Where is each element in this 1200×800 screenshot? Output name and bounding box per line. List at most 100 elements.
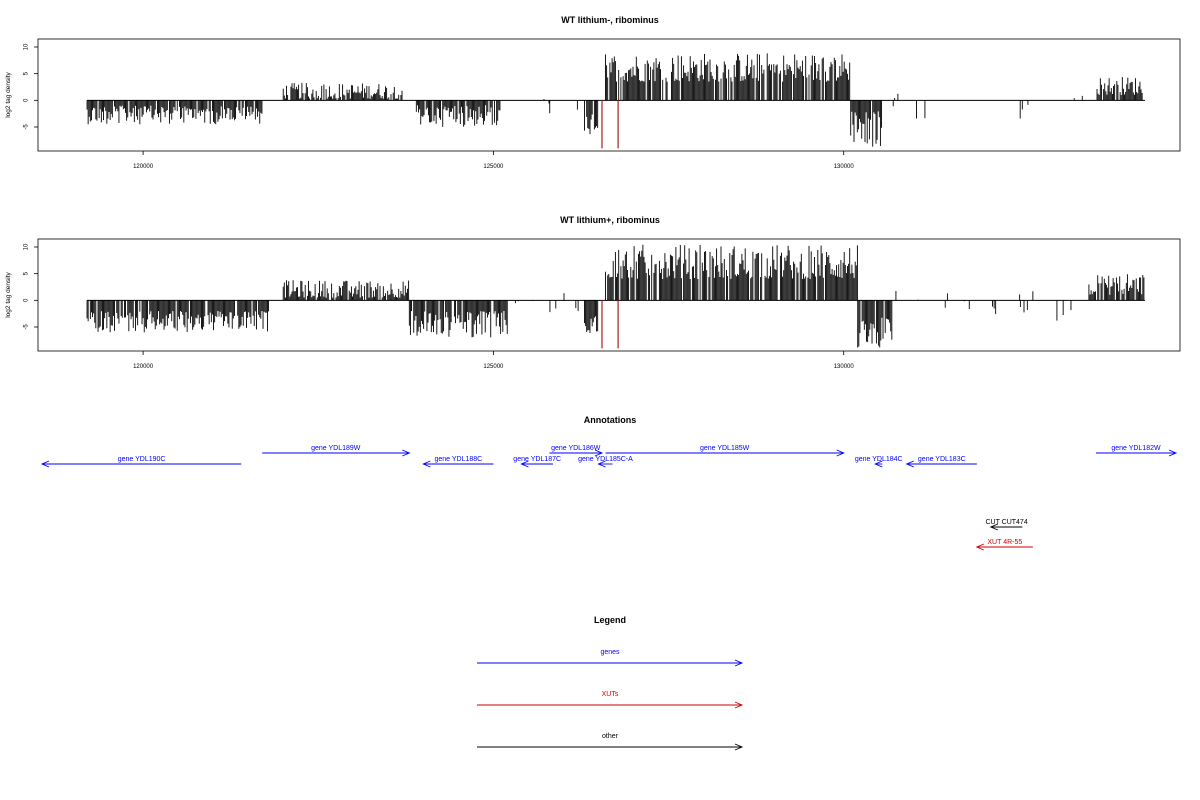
density-segment (282, 280, 410, 301)
legend-item: XUTs (477, 691, 744, 709)
feature-label: gene YDL189W (311, 445, 361, 452)
track-2-highlights (601, 300, 619, 349)
feature-label: gene YDL185C-A (578, 456, 633, 463)
feature-label: gene YDL184C (855, 456, 903, 463)
legend-arrowhead (734, 743, 744, 751)
annotation-feature: gene YDL187C (513, 456, 561, 468)
density-segment (850, 100, 882, 147)
y-tick-label: -5 (24, 124, 30, 130)
sparse-segment (895, 291, 1082, 321)
density-segment (605, 244, 858, 301)
track-2-y-axis: -5 0 5 10 (24, 243, 38, 330)
feature-arrowhead (874, 460, 883, 468)
x-tick-label: 130000 (834, 364, 855, 370)
density-segment (86, 100, 263, 125)
annotation-feature: gene YDL188C (422, 456, 494, 468)
feature-arrowhead (40, 460, 50, 468)
density-segment (408, 300, 508, 338)
feature-label: XUT 4R-55 (987, 539, 1022, 546)
sparse-segment (514, 293, 579, 313)
feature-arrowhead (836, 449, 845, 457)
feature-arrowhead (975, 543, 984, 551)
x-tick-label: 130000 (834, 164, 855, 170)
legend-label: genes (600, 649, 620, 656)
feature-label: gene YDL190C (118, 456, 166, 463)
feature-arrowhead (520, 460, 529, 468)
annotation-feature: gene YDL190C (40, 456, 242, 468)
annotation-feature: gene YDL183C (905, 456, 977, 468)
track-1-title: WT lithium-, ribominus (561, 15, 659, 25)
y-tick-label: 5 (24, 271, 30, 275)
track-2-x-axis: 120000 125000 130000 (133, 351, 854, 370)
y-tick-label: 5 (24, 71, 30, 75)
feature-label: gene YDL185W (700, 445, 750, 452)
annotation-feature: gene YDL184C (855, 456, 903, 468)
feature-arrowhead (905, 460, 914, 468)
density-segment (1088, 274, 1145, 301)
feature-label: gene YDL186W (551, 445, 601, 452)
feature-label: gene YDL188C (434, 456, 482, 463)
feature-arrowhead (597, 460, 606, 468)
density-segment (415, 100, 501, 127)
density-segment (86, 300, 269, 333)
feature-label: gene YDL183C (918, 456, 966, 463)
track-2-frame (37, 238, 1181, 352)
track-1-y-label: log2 tag density (5, 71, 12, 117)
legend-label: other (602, 733, 619, 740)
y-tick-label: 0 (24, 298, 30, 302)
legend-item: genes (477, 649, 744, 667)
annotation-feature: gene YDL185C-A (578, 456, 633, 468)
track-panel-1: WT lithium-, ribominus -5 0 5 10 120000 1250… (5, 15, 1181, 170)
x-tick-label: 120000 (133, 364, 154, 370)
legend-title: Legend (594, 615, 626, 625)
legend-arrowhead (734, 659, 744, 667)
track-1-highlights (601, 100, 619, 149)
x-tick-label: 125000 (483, 364, 504, 370)
annotation-feature: gene YDL185W (605, 445, 845, 457)
annotation-feature: XUT 4R-55 (975, 539, 1033, 551)
sparse-segment (543, 99, 578, 114)
feature-arrowhead (422, 460, 431, 468)
annotation-feature: gene YDL182W (1095, 445, 1178, 457)
annotation-features: gene YDL190C gene YDL189W gene YDL188C gene… (40, 445, 1178, 551)
track-1-frame (37, 38, 1181, 152)
track-2-bars (86, 244, 1145, 348)
track-1-x-axis: 120000 125000 130000 (133, 151, 854, 170)
annotation-feature: gene YDL186W (549, 445, 604, 457)
track-1-y-axis: -5 0 5 10 (24, 43, 38, 130)
feature-arrowhead (402, 449, 411, 457)
y-tick-label: 10 (24, 243, 30, 250)
feature-arrowhead (989, 523, 999, 531)
legend-panel: Legend genes XUTs other (477, 615, 744, 751)
feature-label: CUT CUT474 (985, 519, 1027, 526)
legend-items: genes XUTs other (477, 649, 744, 751)
y-tick-label: -5 (24, 324, 30, 330)
track-2-y-label: log2 tag density (5, 271, 12, 317)
y-tick-label: 10 (24, 43, 30, 50)
track-2-title: WT lithium+, ribominus (560, 215, 660, 225)
feature-arrowhead (1168, 449, 1178, 457)
density-segment (605, 53, 851, 101)
annotation-feature: gene YDL189W (262, 445, 411, 457)
x-tick-label: 120000 (133, 164, 154, 170)
density-segment (584, 100, 599, 135)
legend-item: other (477, 733, 744, 751)
feature-label: gene YDL182W (1111, 445, 1161, 452)
annotation-feature: CUT CUT474 (985, 519, 1028, 531)
track-panel-2: WT lithium+, ribominus -5 0 5 10 120000 1250… (5, 215, 1181, 370)
feature-arrowhead (594, 449, 604, 457)
density-segment (282, 82, 403, 101)
density-segment (1096, 77, 1143, 101)
track-1-bars (86, 53, 1143, 147)
legend-label: XUTs (602, 691, 619, 698)
feature-label: gene YDL187C (513, 456, 561, 463)
y-tick-label: 0 (24, 98, 30, 102)
sparse-segment (892, 93, 1083, 119)
annotations-title: Annotations (584, 415, 637, 425)
density-segment (857, 300, 893, 348)
density-segment (584, 300, 599, 333)
legend-arrowhead (734, 701, 744, 709)
x-tick-label: 125000 (483, 164, 504, 170)
